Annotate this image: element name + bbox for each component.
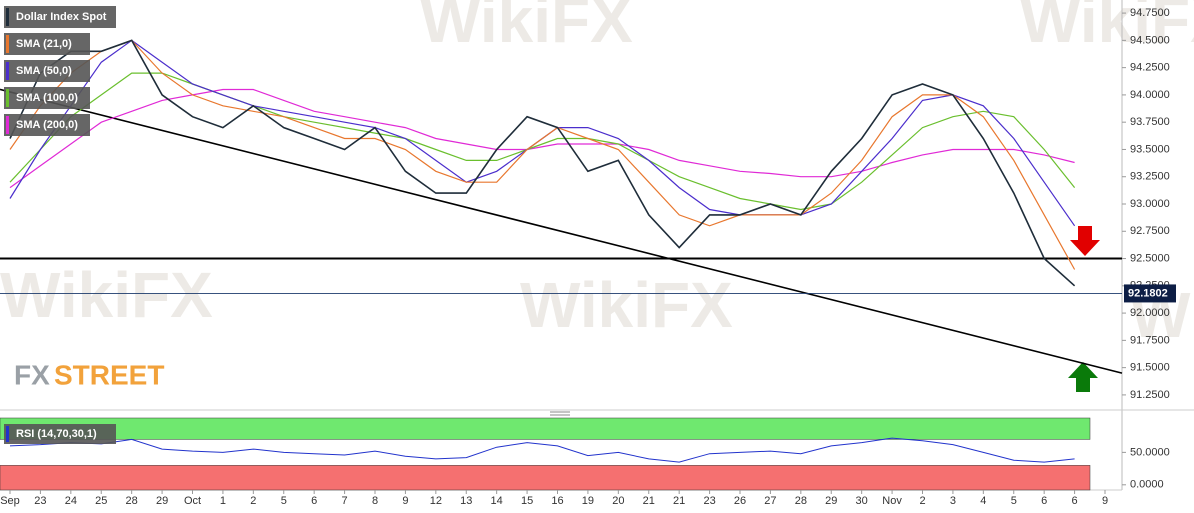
x-tick-label: 5 [1011, 495, 1017, 507]
x-tick-label: 4 [980, 495, 986, 507]
x-tick-label: 21 [673, 495, 685, 507]
x-tick-label: 9 [1102, 495, 1108, 507]
legend-swatch [6, 62, 9, 80]
x-tick-label: 13 [460, 495, 472, 507]
y-tick-label: 94.2500 [1130, 62, 1170, 74]
x-tick-label: 27 [764, 495, 776, 507]
overbought-zone [0, 417, 1091, 440]
x-tick-label: 29 [825, 495, 837, 507]
y-tick-label: 91.2500 [1130, 389, 1170, 401]
legend-box [4, 33, 90, 55]
x-tick-label: 29 [156, 495, 168, 507]
rsi-legend-swatch [6, 426, 9, 442]
series-line [9, 39, 1076, 270]
legend-swatch [6, 35, 9, 53]
x-tick-label: 1 [220, 495, 226, 507]
watermark: WikiFX [520, 269, 733, 341]
x-tick-label: 3 [950, 495, 956, 507]
x-tick-label: 7 [342, 495, 348, 507]
x-tick-label: Sep [0, 495, 20, 507]
x-tick-label: 23 [703, 495, 715, 507]
x-tick-label: 30 [856, 495, 868, 507]
rsi-tick-label: 50.0000 [1130, 446, 1170, 458]
y-tick-label: 94.0000 [1130, 89, 1170, 101]
price-box [1124, 284, 1176, 303]
legend-swatch [6, 8, 9, 26]
x-tick-label: 6 [311, 495, 317, 507]
legend-box [4, 6, 116, 28]
x-tick-label: 24 [65, 495, 77, 507]
x-tick-label: 6 [1041, 495, 1047, 507]
logo-street: STREET [54, 359, 164, 390]
x-tick-label: Oct [184, 495, 201, 507]
y-tick-label: 92.7500 [1130, 225, 1170, 237]
watermark: WikiFX [0, 259, 213, 331]
x-tick-label: 28 [795, 495, 807, 507]
x-tick-label: 28 [126, 495, 138, 507]
x-tick-label: 19 [582, 495, 594, 507]
down-arrow [1070, 226, 1100, 256]
price-label: 92.1802 [1128, 287, 1168, 299]
series-line [9, 88, 1075, 189]
y-tick-label: 93.5000 [1130, 143, 1170, 155]
y-tick-label: 93.2500 [1130, 171, 1170, 183]
x-tick-label: 15 [521, 495, 533, 507]
x-tick-label: Nov [882, 495, 902, 507]
legend-label: SMA (21,0) [16, 38, 72, 50]
x-tick-label: 23 [34, 495, 46, 507]
legend-label: SMA (200,0) [16, 119, 78, 131]
legend-box [4, 114, 90, 136]
y-tick-label: 91.7500 [1130, 334, 1170, 346]
trendline [0, 88, 1123, 374]
series-line [9, 437, 1075, 463]
legend-label: Dollar Index Spot [16, 11, 107, 23]
y-tick-label: 91.5000 [1130, 362, 1170, 374]
legend-label: SMA (50,0) [16, 65, 72, 77]
x-tick-label: 26 [734, 495, 746, 507]
x-tick-label: 2 [250, 495, 256, 507]
watermark: WikiFX [420, 0, 633, 56]
legend-label: SMA (100,0) [16, 92, 78, 104]
x-tick-label: 14 [491, 495, 503, 507]
series-line [9, 39, 1076, 287]
x-tick-label: 21 [643, 495, 655, 507]
legend-box [4, 87, 90, 109]
x-tick-label: 8 [372, 495, 378, 507]
rsi-tick-label: 0.0000 [1130, 479, 1164, 491]
x-tick-label: 9 [402, 495, 408, 507]
y-tick-label: 93.7500 [1130, 116, 1170, 128]
y-tick-label: 92.5000 [1130, 252, 1170, 264]
watermark: WikiFX [1020, 0, 1194, 56]
rsi-legend-box [4, 424, 116, 444]
watermarks: WikiFXWikiFXWikiFXWikiFXWikiFX [0, 0, 1194, 351]
oversold-zone [0, 465, 1091, 491]
y-tick-label: 93.0000 [1130, 198, 1170, 210]
legend-box [4, 60, 90, 82]
x-tick-label: 6 [1072, 495, 1078, 507]
rsi-legend-label: RSI (14,70,30,1) [16, 428, 97, 440]
x-tick-label: 5 [281, 495, 287, 507]
y-tick-label: 92.0000 [1130, 307, 1170, 319]
up-arrow [1068, 362, 1098, 392]
x-tick-label: 20 [612, 495, 624, 507]
y-tick-label: 94.7500 [1130, 7, 1170, 19]
series-line [9, 72, 1076, 211]
x-tick-label: 2 [919, 495, 925, 507]
logo-fx: FX [14, 359, 50, 390]
legend-swatch [6, 89, 9, 107]
x-tick-label: 12 [430, 495, 442, 507]
x-tick-label: 25 [95, 495, 107, 507]
legend-swatch [6, 116, 9, 134]
x-tick-label: 16 [551, 495, 563, 507]
y-tick-label: 94.5000 [1130, 34, 1170, 46]
